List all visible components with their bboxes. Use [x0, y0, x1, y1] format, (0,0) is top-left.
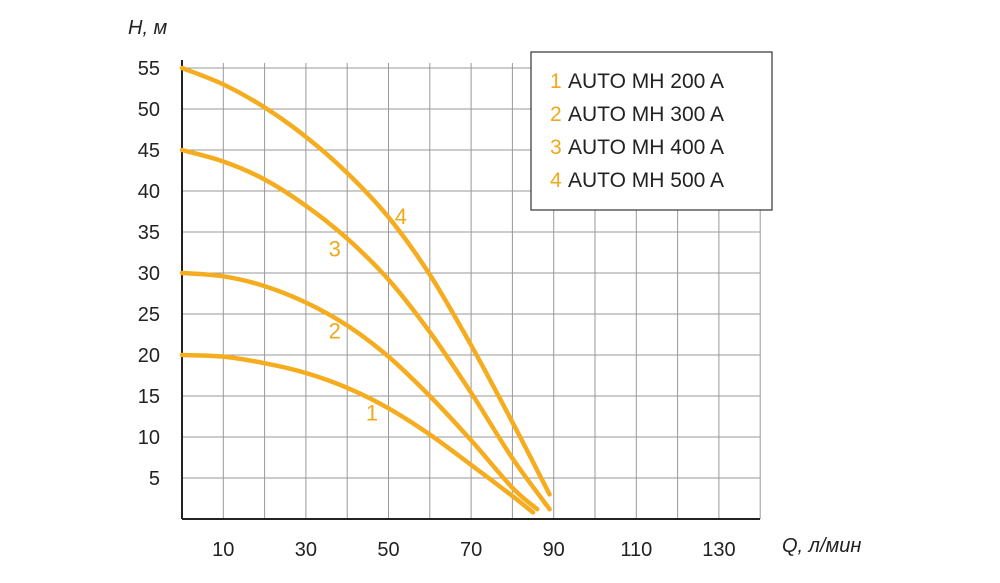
legend-entry: AUTO MH 500 A [568, 169, 724, 192]
curve-labels: 1 2 3 4 [329, 204, 407, 426]
curve-label-2: 2 [329, 319, 341, 344]
x-axis-label: Q, л/мин [782, 535, 861, 557]
y-tick-label: 25 [138, 304, 160, 326]
legend-number: 3 [550, 136, 562, 159]
y-tick-label: 35 [138, 222, 160, 244]
legend-entry: AUTO MH 200 A [568, 70, 724, 93]
series-line-2 [179, 270, 540, 512]
curve-label-1: 1 [366, 401, 378, 426]
x-tick-label: 10 [212, 539, 234, 561]
x-tick-label: 30 [295, 539, 317, 561]
axes [181, 60, 760, 520]
x-tick-label: 130 [702, 539, 735, 561]
y-tick-label: 20 [138, 345, 160, 367]
y-axis-label: H, м [128, 17, 168, 39]
legend-number: 1 [550, 70, 562, 93]
x-tick-label: 70 [460, 539, 482, 561]
x-tick-label: 90 [543, 539, 565, 561]
x-tick-label: 50 [377, 539, 399, 561]
legend-entry: AUTO MH 400 A [568, 136, 724, 159]
y-tick-label: 45 [138, 140, 160, 162]
legend-number: 4 [550, 169, 562, 192]
series-line-3 [179, 147, 552, 512]
y-tick-label: 5 [149, 468, 160, 490]
legend-box [530, 51, 773, 211]
y-tick-label: 40 [138, 181, 160, 203]
legend-number: 2 [550, 103, 562, 126]
series-curves [179, 65, 552, 515]
series-line-4 [179, 65, 552, 497]
curve-label-3: 3 [329, 237, 341, 262]
y-tick-label: 55 [138, 58, 160, 80]
series-line-1 [179, 352, 536, 515]
y-tick-label: 50 [138, 99, 160, 121]
legend: 1 AUTO MH 200 A 2 AUTO MH 300 A 3 AUTO MH 400… [530, 51, 773, 211]
y-tick-label: 10 [138, 427, 160, 449]
legend-entry: AUTO MH 300 A [568, 103, 724, 126]
x-tick-label: 110 [620, 539, 652, 561]
curve-label-4: 4 [395, 204, 407, 229]
y-tick-label: 30 [138, 263, 160, 285]
y-tick-label: 15 [138, 386, 160, 408]
tick-labels: 5 10 15 20 25 30 35 40 45 50 55 10 30 50 70 90 110 130 [138, 58, 736, 561]
